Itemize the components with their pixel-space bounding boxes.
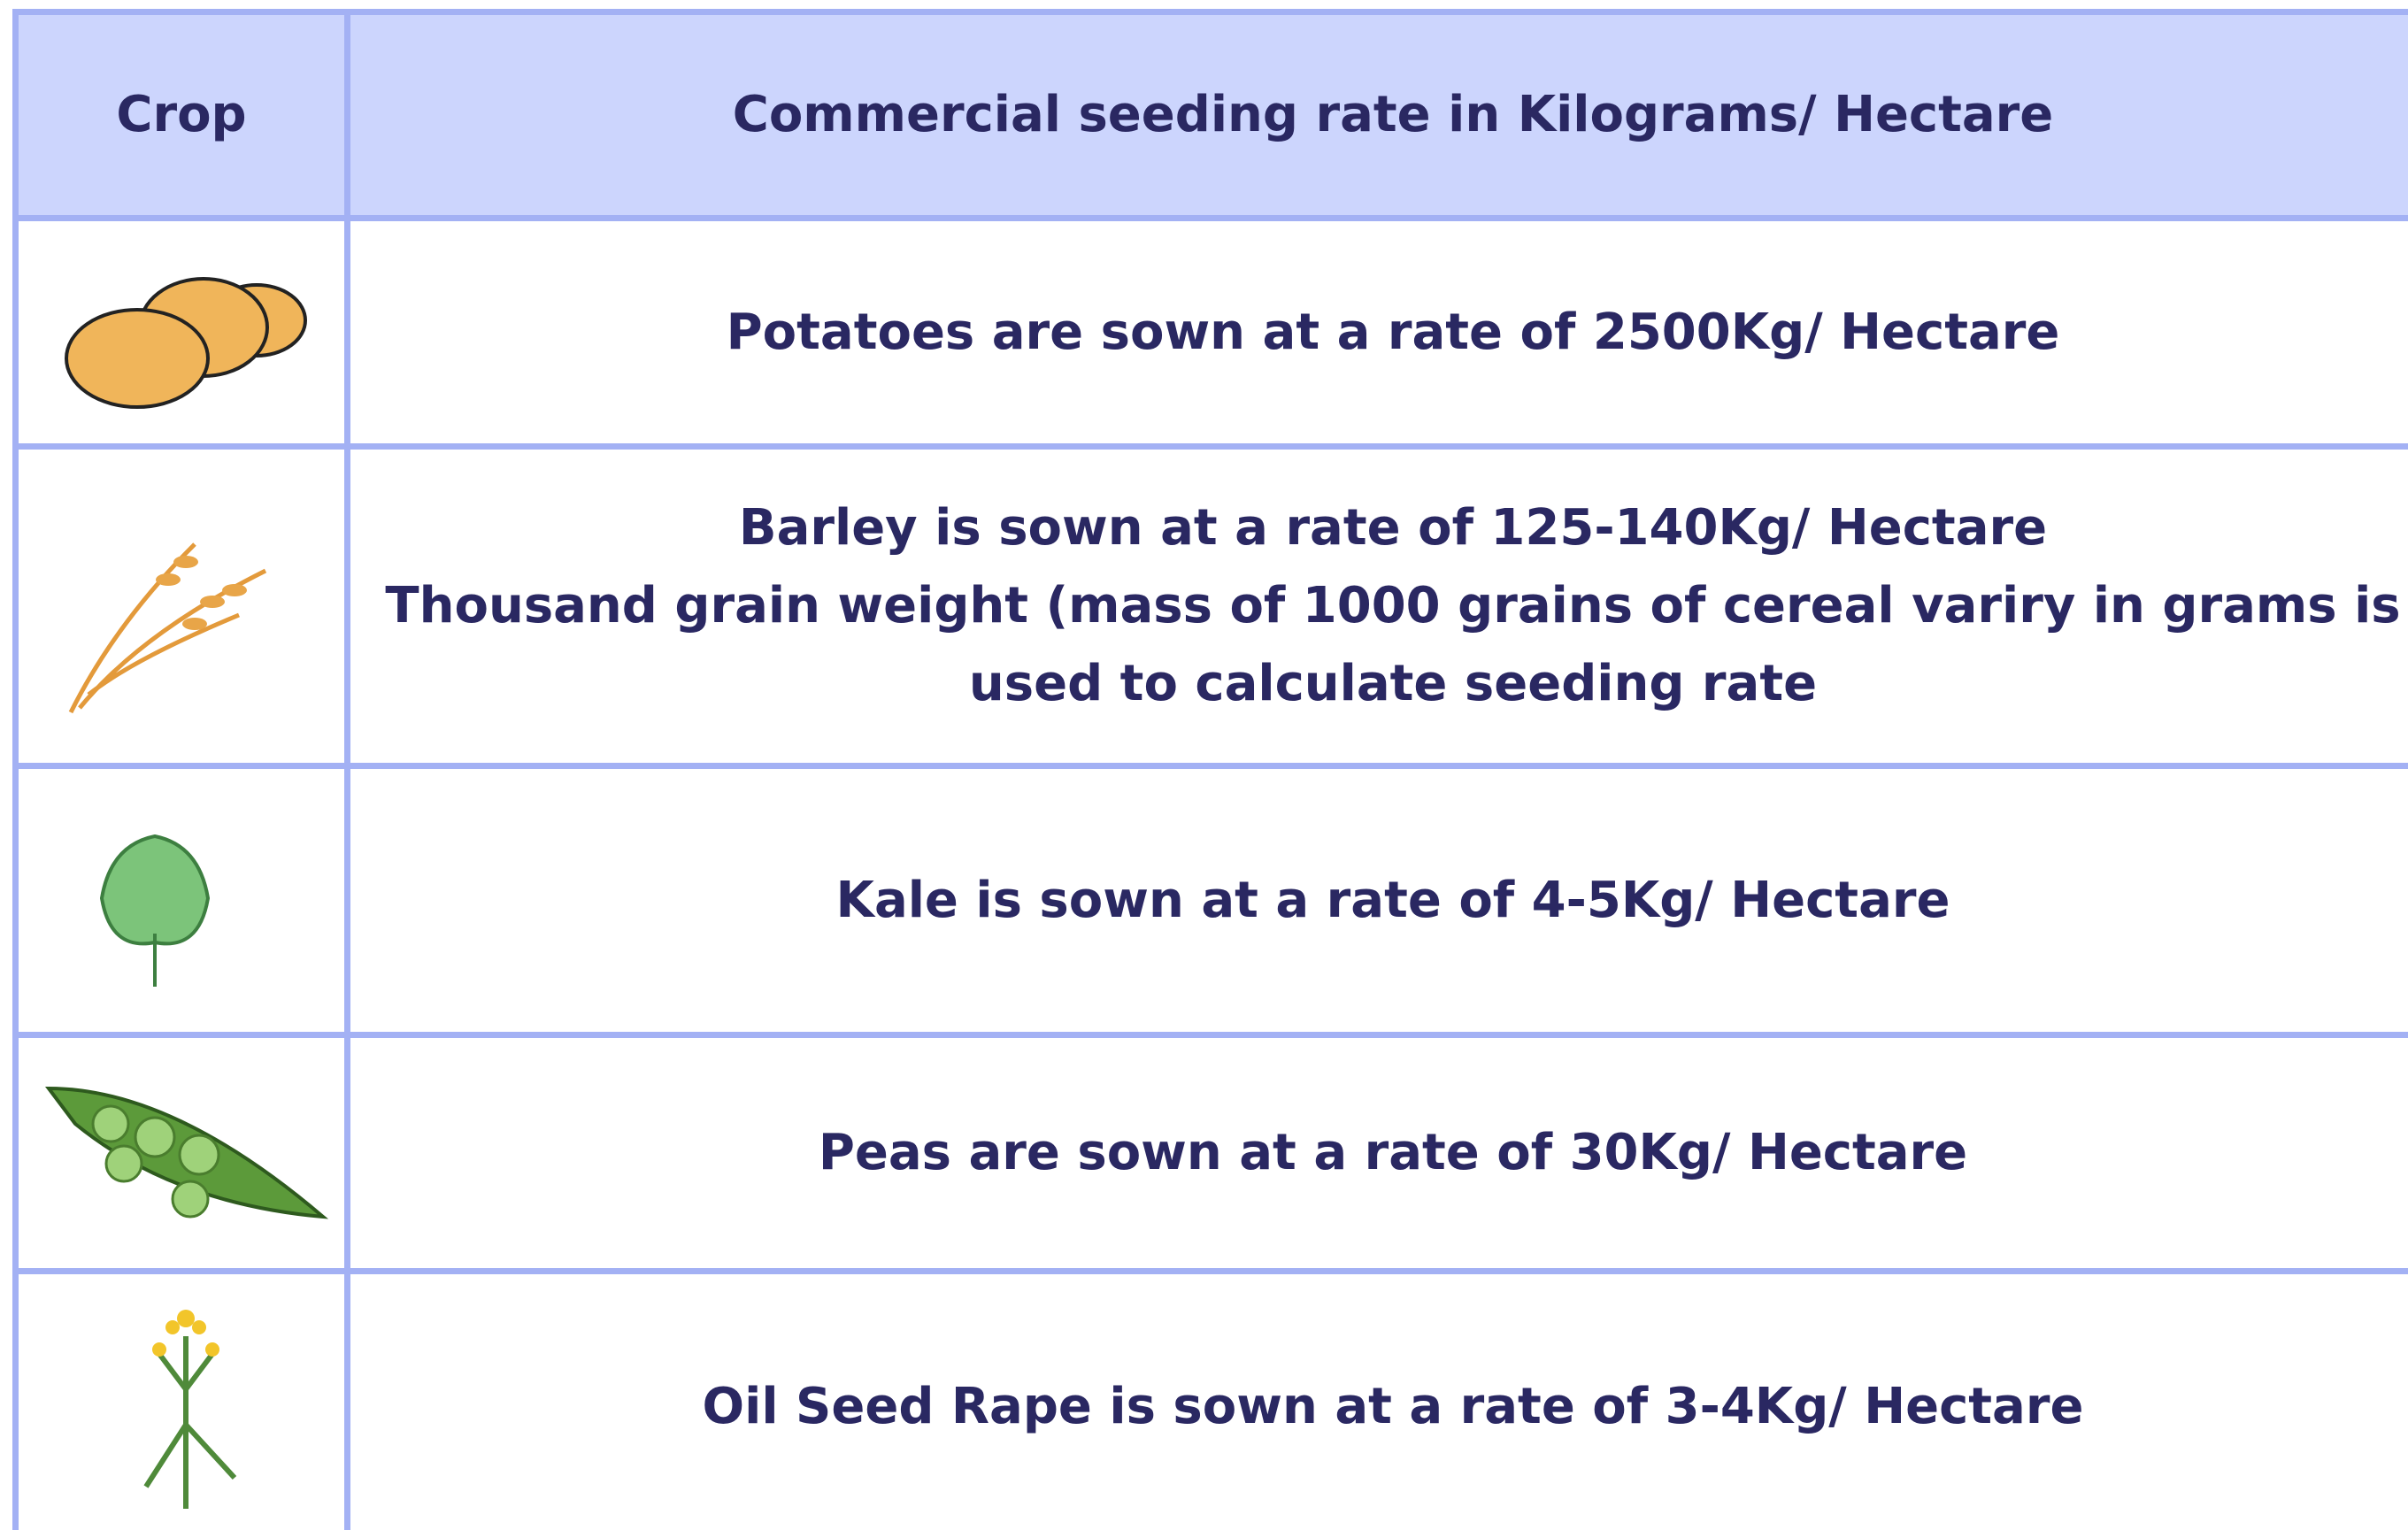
rate-text: Peas are sown at a rate of 30Kg/ Hectare <box>819 1114 1967 1192</box>
barley-icon <box>62 518 283 721</box>
header-text: Commercial seeding rate in Kilograms/ He… <box>733 76 2054 154</box>
header-text: Crop <box>116 76 246 154</box>
rate-cell: Kale is sown at a rate of 4-5Kg/ Hectare <box>344 763 2408 1038</box>
rate-cell: Peas are sown at a rate of 30Kg/ Hectare <box>344 1032 2408 1274</box>
rate-text: Kale is sown at a rate of 4-5Kg/ Hectare <box>836 862 1950 940</box>
oil-seed-rape-icon <box>119 1301 252 1513</box>
peas-icon <box>40 1071 332 1230</box>
header-cell: Crop <box>12 9 350 221</box>
header-cell: Commercial seeding rate in Kilograms/ He… <box>344 9 2408 221</box>
rate-text: Barley is sown at a rate of 125-140Kg/ H… <box>739 489 2047 567</box>
rate-cell: Barley is sown at a rate of 125-140Kg/ H… <box>344 443 2408 769</box>
rate-text: Potatoes are sown at a rate of 2500Kg/ H… <box>727 294 2060 372</box>
rate-text: Thousand grain weight (mass of 1000 grai… <box>385 567 2400 645</box>
rate-text: used to calculate seeding rate <box>969 645 1817 723</box>
rate-cell: Oil Seed Rape is sown at a rate of 3-4Kg… <box>344 1268 2408 1530</box>
rate-text: Oil Seed Rape is sown at a rate of 3-4Kg… <box>703 1368 2084 1446</box>
kale-icon <box>93 827 217 996</box>
page: Crop Commercial seeding rate in Kilogram… <box>0 0 2408 1530</box>
rate-cell: Potatoes are sown at a rate of 2500Kg/ H… <box>344 215 2408 450</box>
potato-icon <box>62 265 310 416</box>
